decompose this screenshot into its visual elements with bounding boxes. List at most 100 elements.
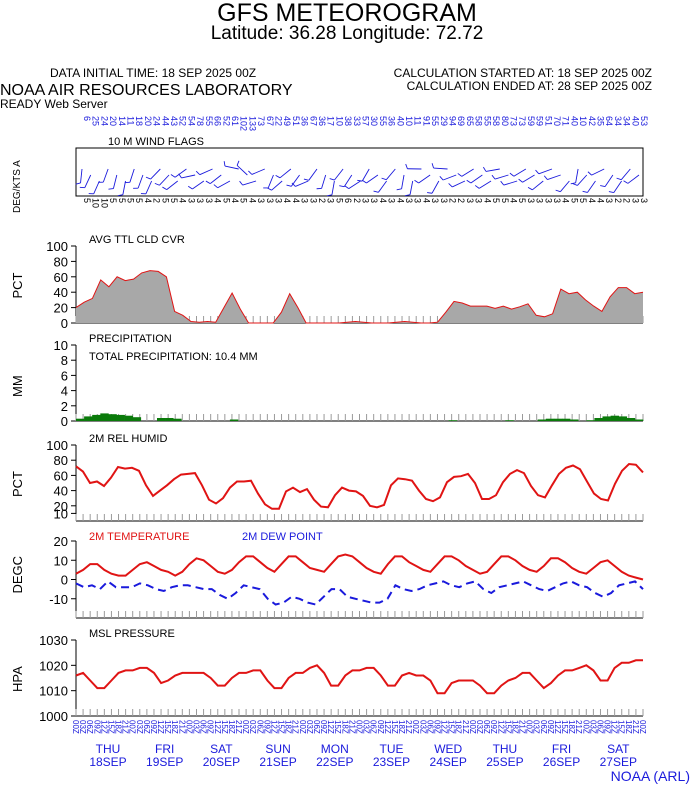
wind-speed-label: 4: [247, 198, 257, 203]
wind-barb-flag: [518, 178, 523, 183]
dewpoint-legend-label: 2M DEW POINT: [242, 531, 323, 543]
wind-speed-label: 2: [622, 198, 632, 203]
wind-direction-label: 18: [134, 116, 144, 126]
x-day-label: WED: [434, 742, 462, 756]
precip-axis-label: MM: [10, 375, 25, 397]
precip-y-tick-label: 10: [54, 338, 68, 353]
wind-barb-flag: [145, 176, 151, 180]
wind-barb: [279, 168, 292, 179]
x-hour-label: 12Z: [610, 720, 619, 734]
wind-direction-label: 49: [282, 116, 292, 126]
wind-barb: [242, 180, 257, 186]
wind-speed-label: 2: [152, 198, 162, 203]
x-day-label: SAT: [607, 742, 630, 756]
wind-barb-flag: [466, 179, 472, 184]
precip-bar: [626, 418, 636, 421]
wind-direction-label: 25: [91, 116, 101, 126]
wind-barb-flag: [236, 160, 240, 166]
x-date-label: 18SEP: [89, 755, 126, 769]
wind-speed-label: 5: [500, 198, 510, 203]
wind-direction-label: 51: [543, 116, 553, 126]
x-hour-label: 00Z: [581, 720, 590, 734]
wind-barb: [627, 174, 640, 184]
wind-speed-label: 4: [587, 198, 597, 203]
x-hour-label: 15Z: [220, 720, 229, 734]
cloud-axis-label: PCT: [10, 272, 25, 298]
wind-barb: [295, 180, 309, 187]
x-hour-label: 12Z: [553, 720, 562, 734]
precip-y-tick-label: 0: [61, 414, 68, 429]
x-hour-label: 06Z: [595, 720, 604, 734]
wind-direction-label: 17: [326, 116, 336, 126]
wind-barb-flag: [608, 191, 614, 194]
humidity-line: [75, 462, 644, 510]
x-hour-label: 03Z: [305, 720, 314, 734]
precip-bar: [84, 416, 93, 421]
x-hour-label: 09Z: [376, 720, 385, 734]
wind-direction-label: 73: [508, 116, 518, 126]
wind-direction-label: 44: [160, 116, 170, 126]
wind-barb: [308, 168, 318, 181]
wind-speed-label: 3: [204, 198, 214, 203]
wind-direction-label: 69: [456, 116, 466, 126]
wind-speed-label: 4: [143, 198, 153, 203]
wind-barb: [613, 180, 622, 193]
wind-direction-label: 40: [395, 116, 405, 126]
wind-direction-label: 11: [126, 116, 136, 125]
precip-bar: [570, 419, 579, 421]
x-hour-label: 21Z: [631, 720, 640, 734]
x-hour-label: 09Z: [92, 720, 101, 734]
wind-speed-label: 5: [569, 198, 579, 203]
wind-barb: [181, 174, 196, 179]
x-date-label: 21SEP: [259, 755, 296, 769]
x-hour-label: 03Z: [362, 720, 371, 734]
wind-direction-label: 54: [186, 116, 196, 126]
chart-subtitle: Latitude: 36.28 Longitude: 72.72: [210, 23, 484, 44]
wind-barb: [378, 180, 387, 193]
wind-barb: [532, 180, 544, 191]
precip-bar: [448, 420, 457, 421]
x-hour-label: 18Z: [170, 720, 179, 734]
wind-barb-flag: [357, 179, 363, 182]
wind-barb-flag: [474, 185, 480, 189]
wind-speed-label: 5: [491, 198, 501, 203]
wind-barb: [348, 180, 361, 190]
wind-speed-label: 4: [213, 198, 223, 203]
wind-barb: [503, 180, 518, 186]
wind-barb-flag: [439, 176, 444, 181]
wind-direction-label: 59: [535, 116, 545, 126]
wind-direction-label: 70: [552, 116, 562, 126]
wind-barb: [150, 168, 161, 180]
wind-barb-flag: [623, 180, 629, 184]
x-hour-label: 06Z: [369, 720, 378, 734]
x-hour-label: 00Z: [525, 720, 534, 734]
x-hour-label: 12Z: [269, 720, 278, 734]
wind-barb-flag: [482, 166, 487, 172]
wind-speed-label: 3: [369, 198, 379, 203]
wind-direction-label: 55: [430, 116, 440, 126]
wind-barb-flag: [405, 163, 408, 169]
wind-speed-label: 4: [482, 198, 492, 203]
wind-barb: [159, 174, 170, 186]
wind-direction-label: 33: [352, 116, 362, 126]
wind-barb: [547, 174, 561, 180]
wind-barb-flag: [543, 175, 548, 180]
x-hour-label: 21Z: [518, 720, 527, 734]
humidity-y-tick-label: 100: [46, 438, 68, 453]
x-day-label: TUE: [380, 742, 404, 756]
x-hour-label: 09Z: [319, 720, 328, 734]
wind-speed-label: 5: [221, 198, 231, 203]
dewpoint-line: [75, 580, 644, 606]
x-date-label: 20SEP: [203, 755, 240, 769]
wind-barb: [290, 174, 300, 187]
wind-speed-label: 3: [300, 198, 310, 203]
precip-y-tick-label: 4: [61, 384, 68, 399]
wind-barb-flag: [600, 185, 606, 188]
wind-barb: [321, 174, 327, 189]
wind-barb: [343, 174, 353, 187]
wind-direction-label: 40: [630, 116, 640, 126]
humidity-y-tick-label: 80: [54, 453, 68, 468]
x-hour-label: 18Z: [567, 720, 576, 734]
x-hour-label: 03Z: [78, 720, 87, 734]
cloud-y-tick-label: 80: [54, 254, 68, 269]
